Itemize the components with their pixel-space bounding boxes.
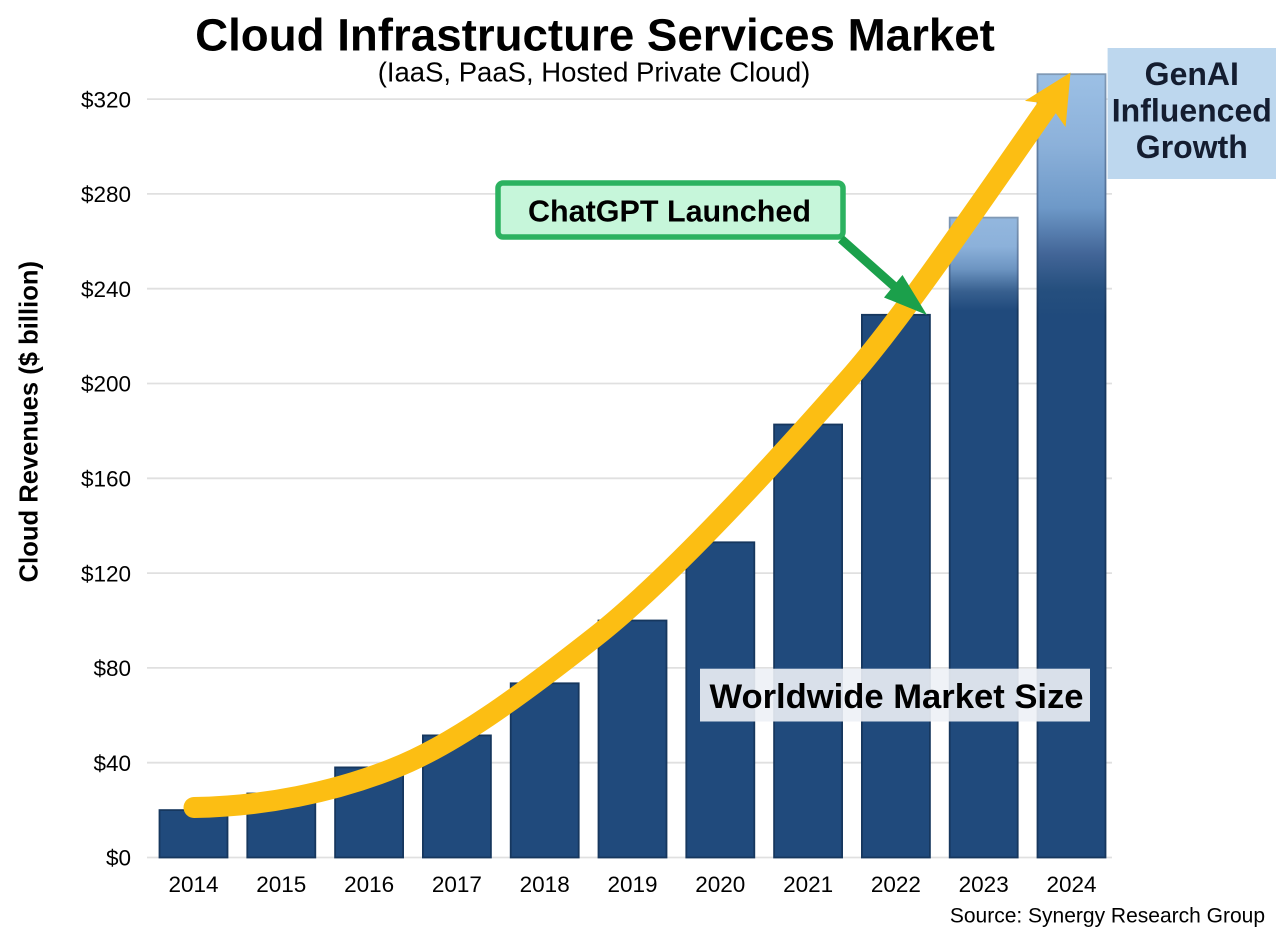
svg-text:Influenced: Influenced [1112, 93, 1272, 129]
svg-text:2021: 2021 [783, 872, 833, 897]
svg-text:ChatGPT Launched: ChatGPT Launched [528, 195, 811, 229]
svg-text:2019: 2019 [607, 872, 657, 897]
svg-text:(IaaS, PaaS, Hosted Private Cl: (IaaS, PaaS, Hosted Private Cloud) [378, 57, 811, 88]
svg-text:2022: 2022 [871, 872, 921, 897]
svg-text:$280: $280 [81, 182, 131, 207]
svg-text:Growth: Growth [1136, 129, 1248, 165]
svg-text:Cloud Infrastructure Services: Cloud Infrastructure Services Market [195, 10, 995, 61]
svg-text:$120: $120 [81, 561, 131, 586]
svg-text:2018: 2018 [520, 872, 570, 897]
svg-text:$160: $160 [81, 467, 131, 492]
svg-text:$0: $0 [106, 846, 131, 871]
svg-text:2015: 2015 [256, 872, 306, 897]
svg-text:$240: $240 [81, 277, 131, 302]
svg-text:Cloud Revenues ($ billion): Cloud Revenues ($ billion) [16, 261, 44, 582]
svg-text:2024: 2024 [1046, 872, 1096, 897]
svg-text:GenAI: GenAI [1145, 56, 1239, 92]
svg-text:$80: $80 [93, 656, 131, 681]
svg-text:Source: Synergy Research Group: Source: Synergy Research Group [950, 905, 1265, 928]
svg-text:2017: 2017 [432, 872, 482, 897]
svg-text:2020: 2020 [695, 872, 745, 897]
svg-text:$320: $320 [81, 87, 131, 112]
svg-text:2016: 2016 [344, 872, 394, 897]
svg-text:2023: 2023 [959, 872, 1009, 897]
svg-text:$200: $200 [81, 372, 131, 397]
svg-text:Worldwide Market Size: Worldwide Market Size [709, 678, 1083, 716]
svg-text:2014: 2014 [168, 872, 218, 897]
svg-text:$40: $40 [93, 751, 131, 776]
